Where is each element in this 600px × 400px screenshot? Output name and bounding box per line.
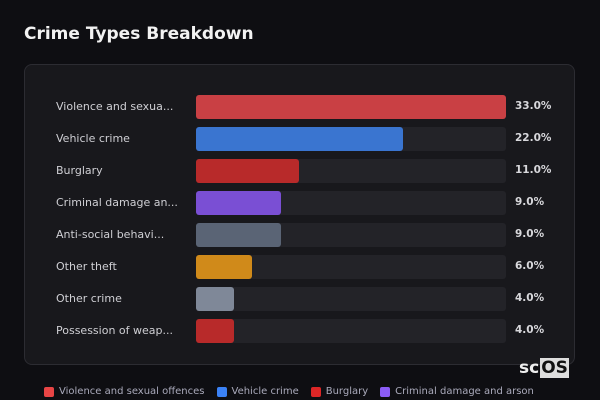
bar-track [196, 191, 506, 215]
legend-label: Burglary [325, 386, 369, 397]
bar-label: Anti-social behavi... [56, 228, 165, 241]
chart-card: Violence and sexua... 33.0% Vehicle crime… [24, 64, 575, 365]
bar-label: Possession of weap... [56, 324, 173, 337]
bar[interactable] [196, 159, 300, 183]
bar[interactable] [196, 255, 253, 279]
chart-title: Crime Types Breakdown [24, 24, 254, 44]
bar-label: Other theft [56, 260, 117, 273]
bar-value-label: 4.0% [515, 324, 545, 336]
bar[interactable] [196, 191, 281, 215]
bar[interactable] [196, 95, 506, 119]
bar-track [196, 127, 506, 151]
legend-swatch [44, 386, 54, 397]
legend-item[interactable]: Violence and sexual offences [44, 386, 205, 397]
legend-label: Vehicle crime [231, 386, 299, 397]
bar-row: Violence and sexua... 33.0% [25, 95, 574, 119]
bar-value-label: 4.0% [515, 292, 545, 304]
legend-swatch [216, 386, 227, 397]
bar-track [196, 287, 506, 311]
bar-row: Other crime 4.0% [25, 287, 574, 311]
legend-label: Violence and sexual offences [59, 386, 205, 397]
legend-item[interactable]: Burglary [310, 386, 369, 397]
bar-value-label: 22.0% [515, 132, 552, 144]
bar-row: Possession of weap... 4.0% [25, 319, 574, 343]
bar-value-label: 33.0% [515, 100, 552, 112]
bar-label: Criminal damage an... [56, 196, 178, 209]
bar-value-label: 9.0% [515, 228, 545, 240]
bar[interactable] [196, 287, 234, 311]
bar-row: Criminal damage an... 9.0% [25, 191, 574, 215]
legend-item[interactable]: Criminal damage and arson [380, 386, 534, 397]
bar-label: Violence and sexua... [56, 100, 174, 113]
logo-text: sc [519, 358, 540, 378]
bar-row: Burglary 11.0% [25, 159, 574, 183]
bar-track [196, 223, 506, 247]
bar-label: Burglary [56, 164, 103, 177]
bar[interactable] [196, 223, 281, 247]
legend-item[interactable]: Vehicle crime [216, 386, 299, 397]
legend-swatch [380, 386, 391, 397]
logo: sc OS [518, 358, 569, 378]
bar-track [196, 319, 506, 343]
logo-box: OS [540, 358, 569, 378]
legend-label: Criminal damage and arson [395, 386, 534, 397]
bar-row: Vehicle crime 22.0% [25, 127, 574, 151]
legend: Violence and sexual offences Vehicle crim… [44, 386, 534, 397]
bar[interactable] [196, 127, 403, 151]
bar-track [196, 255, 506, 279]
bar-label: Other crime [56, 292, 122, 305]
bar-value-label: 11.0% [515, 164, 552, 176]
bar-row: Anti-social behavi... 9.0% [25, 223, 574, 247]
bar-row: Other theft 6.0% [25, 255, 574, 279]
bar-value-label: 6.0% [515, 260, 545, 272]
bar-track [196, 95, 506, 119]
bar-track [196, 159, 506, 183]
bar-value-label: 9.0% [515, 196, 545, 208]
bar[interactable] [196, 319, 234, 343]
legend-swatch [310, 386, 321, 397]
bar-label: Vehicle crime [56, 132, 130, 145]
